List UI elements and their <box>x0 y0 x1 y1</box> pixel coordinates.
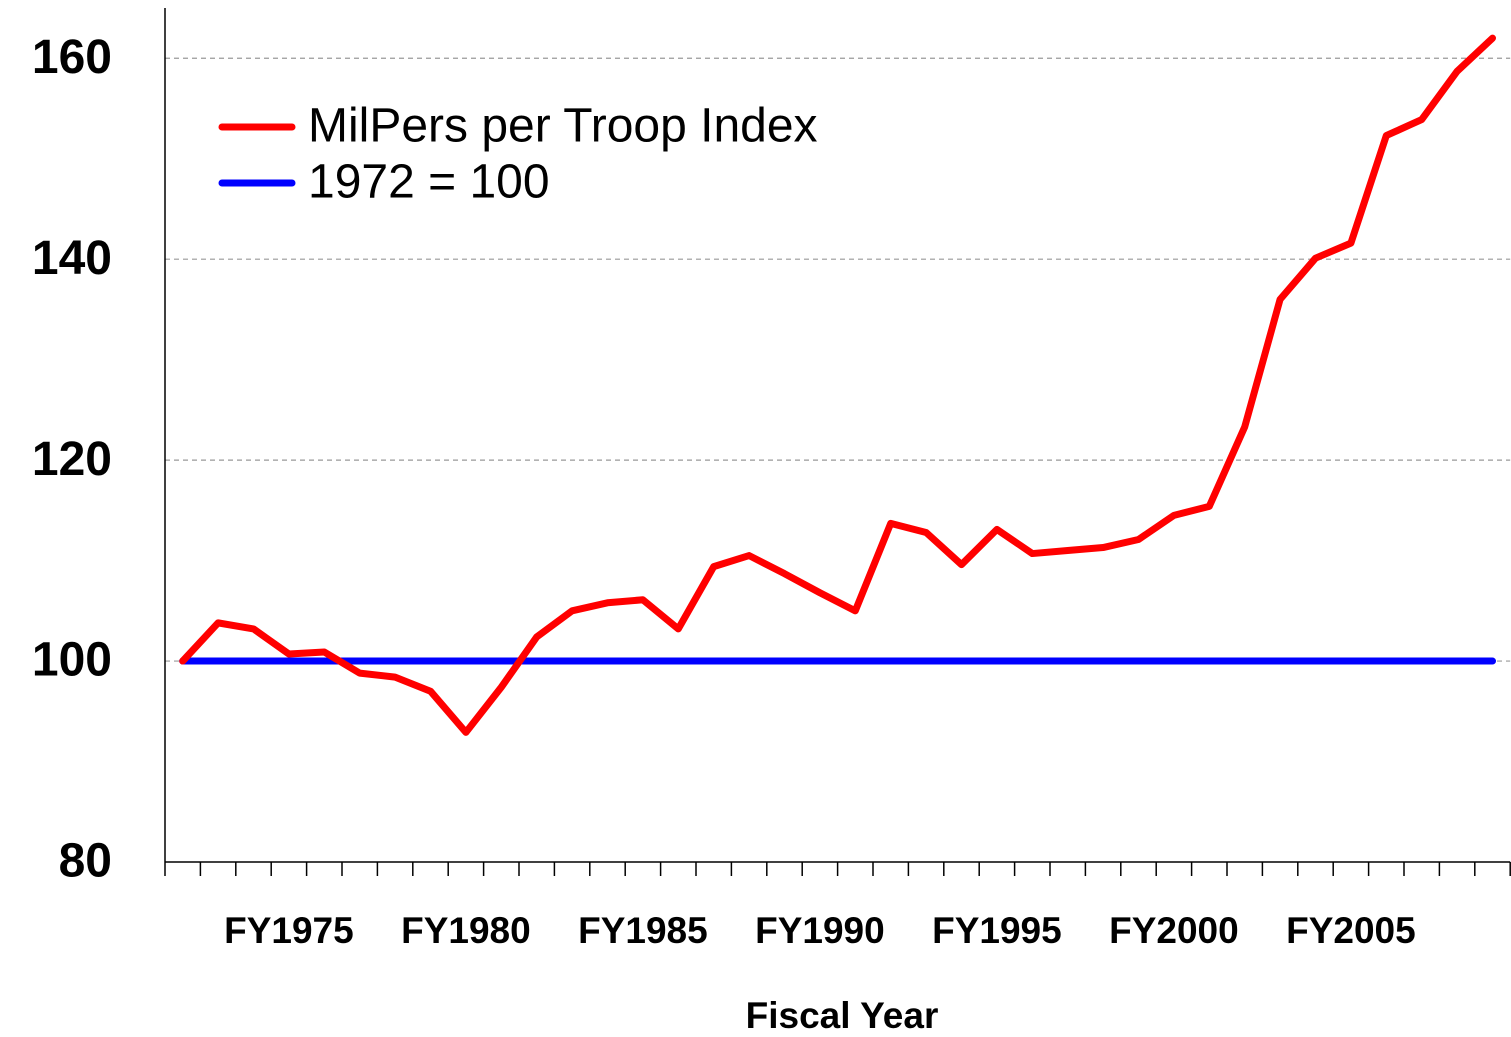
legend-label: 1972 = 100 <box>308 156 550 209</box>
x-tick-label: FY1995 <box>932 910 1062 951</box>
x-tick-label: FY2005 <box>1286 910 1416 951</box>
legend-label: MilPers per Troop Index <box>308 100 818 153</box>
y-tick-label: 100 <box>32 634 112 687</box>
y-tick-label: 140 <box>32 232 112 285</box>
x-tick-label: FY2000 <box>1109 910 1239 951</box>
y-tick-label: 120 <box>32 433 112 486</box>
x-tick-label: FY1975 <box>224 910 354 951</box>
x-tick-label: FY1980 <box>401 910 531 951</box>
x-tick-label: FY1990 <box>755 910 885 951</box>
y-tick-label: 160 <box>32 31 112 84</box>
x-axis-label: Fiscal Year <box>746 995 939 1036</box>
y-tick-label: 80 <box>59 835 112 888</box>
x-tick-label: FY1985 <box>578 910 708 951</box>
line-series <box>179 34 1496 736</box>
